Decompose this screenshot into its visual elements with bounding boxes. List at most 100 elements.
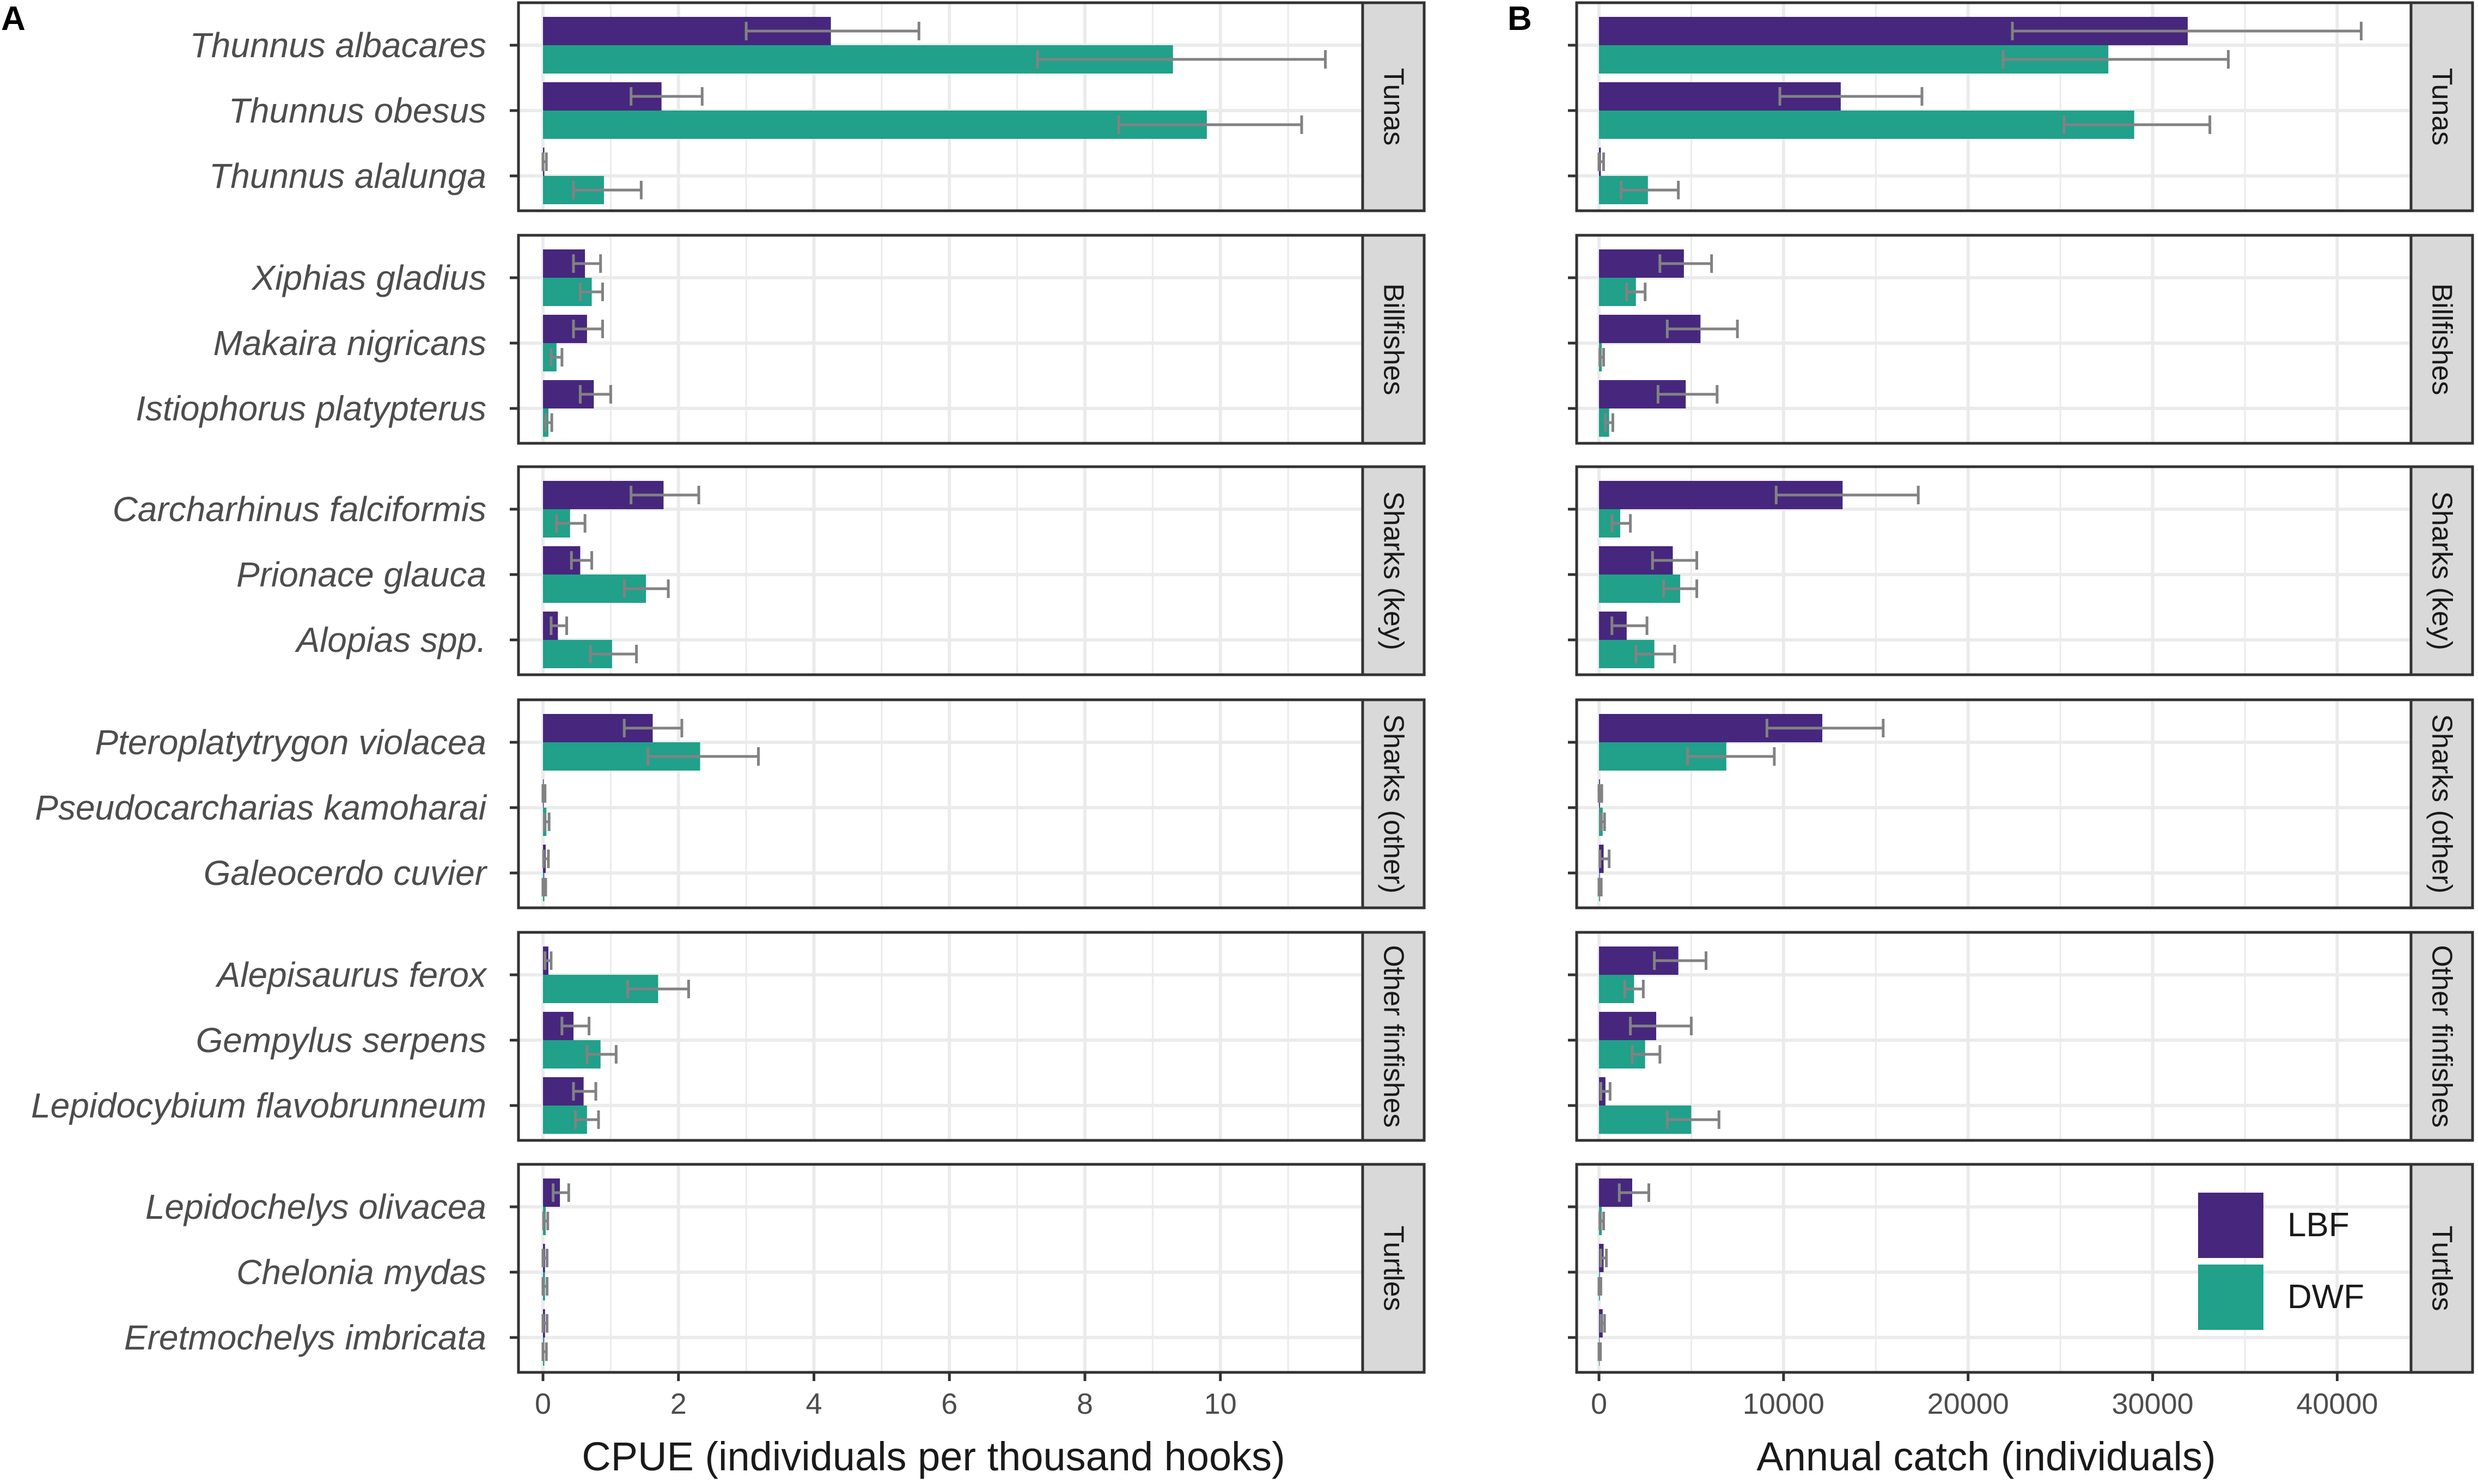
errorbar-a-lepidocybium-flavobrunneum-dwf [574, 1110, 600, 1129]
legend-label-dwf: DWF [2287, 1278, 2364, 1316]
errorbar-a-gempylus-serpens-lbf [560, 1017, 591, 1035]
errorbar-a-carcharhinus-falciformis-lbf [630, 486, 700, 504]
x-tick-label-a-6: 6 [941, 1388, 957, 1420]
errorbar-b-chelonia-mydas-lbf [1599, 1249, 1608, 1267]
facet-background [1577, 1164, 2411, 1372]
errorbar-b-thunnus-alalunga-dwf [1620, 181, 1680, 199]
errorbar-b-pseudocarcharias-kamoharai-dwf [1599, 813, 1606, 831]
errorbar-a-chelonia-mydas-dwf [541, 1277, 548, 1296]
facet-strip-a-sharks-other [1361, 698, 1426, 909]
errorbar-b-chelonia-mydas-dwf [1597, 1277, 1602, 1296]
errorbar-a-thunnus-alalunga-dwf [572, 181, 643, 199]
errorbar-b-gempylus-serpens-dwf [1631, 1045, 1662, 1064]
legend-key-lbf [2198, 1193, 2263, 1258]
errorbar-b-galeocerdo-cuvier-lbf [1598, 850, 1611, 868]
errorbar-a-eretmochelys-imbricata-lbf [541, 1314, 548, 1333]
label-layer: Thunnus albacares Thunnus obesus Thunnus a… [31, 26, 2458, 1420]
legend-label-lbf: LBF [2287, 1206, 2349, 1244]
species-label-istiophorus-platypterus: Istiophorus platypterus [136, 389, 486, 428]
species-label-alepisaurus-ferox: Alepisaurus ferox [215, 955, 487, 994]
errorbar-b-thunnus-albacares-lbf [2011, 22, 2363, 40]
facet-strip-b-sharks-other [2409, 698, 2474, 909]
errorbar-a-alopias-spp-lbf [550, 616, 569, 635]
errorbar-b-pteroplatytrygon-violacea-dwf [1686, 747, 1776, 766]
errorbar-b-lepidocybium-flavobrunneum-lbf [1599, 1082, 1612, 1101]
species-label-prionace-glauca: Prionace glauca [236, 555, 486, 594]
errorbar-a-eretmochelys-imbricata-dwf [541, 1342, 548, 1361]
errorbar-a-pteroplatytrygon-violacea-lbf [622, 719, 683, 737]
errorbar-b-thunnus-alalunga-lbf [1597, 152, 1605, 171]
errorbar-b-prionace-glauca-dwf [1662, 579, 1699, 598]
errorbar-b-pteroplatytrygon-violacea-lbf [1765, 719, 1885, 737]
errorbar-a-pteroplatytrygon-violacea-dwf [646, 747, 760, 766]
x-tick-label-a-8: 8 [1077, 1388, 1093, 1420]
errorbar-a-alepisaurus-ferox-lbf [544, 951, 553, 970]
x-tick-label-a-10: 10 [1204, 1388, 1237, 1420]
errorbar-a-alopias-spp-dwf [589, 645, 638, 663]
species-label-chelonia-mydas: Chelonia mydas [236, 1253, 486, 1292]
errorbar-a-thunnus-obesus-lbf [630, 87, 704, 106]
errorbar-b-alepisaurus-ferox-lbf [1653, 951, 1708, 970]
errorbar-b-xiphias-gladius-dwf [1625, 283, 1647, 301]
facet-strip-a-other-finfishes [1361, 931, 1426, 1142]
errorbar-b-lepidochelys-olivacea-lbf [1618, 1183, 1650, 1202]
errorbar-a-chelonia-mydas-lbf [541, 1249, 548, 1267]
facet-strip-label-b-turtles: Turtles [2426, 1226, 2458, 1311]
errorbar-a-thunnus-albacares-lbf [744, 22, 920, 40]
panel-letter-a: A [1, 0, 26, 38]
facet-strip-label-b-tunas: Tunas [2426, 68, 2458, 146]
facet-strip-label-a-turtles: Turtles [1378, 1226, 1409, 1311]
errorbar-a-thunnus-albacares-dwf [1036, 50, 1327, 69]
facet-strip-label-b-billfishes: Billfishes [2426, 283, 2458, 395]
bar-b-thunnus-obesus-dwf [1599, 111, 2134, 139]
errorbar-a-thunnus-obesus-dwf [1117, 115, 1303, 134]
errorbar-a-istiophorus-platypterus-dwf [544, 413, 553, 432]
mark-layer [541, 17, 2363, 1366]
errorbar-a-gempylus-serpens-dwf [585, 1045, 618, 1064]
errorbar-b-lepidochelys-olivacea-dwf [1598, 1212, 1605, 1230]
errorbar-a-pseudocarcharias-kamoharai-lbf [541, 784, 547, 803]
errorbar-b-eretmochelys-imbricata-dwf [1597, 1342, 1602, 1361]
facet-strip-a-sharks-key [1361, 465, 1426, 676]
errorbar-a-xiphias-gladius-lbf [572, 254, 602, 273]
facet-strip-label-b-other-finfishes: Other finfishes [2426, 945, 2458, 1127]
species-label-gempylus-serpens: Gempylus serpens [196, 1021, 486, 1060]
species-label-eretmochelys-imbricata: Eretmochelys imbricata [124, 1318, 486, 1357]
species-label-makaira-nigricans: Makaira nigricans [213, 323, 486, 363]
errorbar-b-xiphias-gladius-lbf [1658, 254, 1713, 273]
frame-layer [510, 1, 2474, 1381]
x-tick-label-a-0: 0 [535, 1388, 551, 1420]
errorbar-b-eretmochelys-imbricata-lbf [1599, 1314, 1606, 1333]
errorbar-a-carcharhinus-falciformis-dwf [555, 514, 587, 533]
species-label-pteroplatytrygon-violacea: Pteroplatytrygon violacea [95, 723, 486, 762]
errorbar-a-thunnus-alalunga-lbf [541, 152, 548, 171]
errorbar-a-prionace-glauca-dwf [622, 579, 670, 598]
errorbar-b-gempylus-serpens-lbf [1629, 1017, 1693, 1035]
errorbar-b-galeocerdo-cuvier-dwf [1597, 878, 1603, 896]
x-tick-label-a-4: 4 [805, 1388, 822, 1420]
errorbar-a-lepidochelys-olivacea-dwf [542, 1212, 550, 1230]
facet-background [518, 932, 1363, 1140]
x-tick-label-b-30000: 30000 [2112, 1388, 2194, 1420]
errorbar-a-alepisaurus-ferox-dwf [626, 980, 690, 998]
species-label-lepidochelys-olivacea: Lepidochelys olivacea [145, 1187, 486, 1226]
legend-key-dwf [2198, 1265, 2263, 1330]
x-tick-label-b-20000: 20000 [1927, 1388, 2009, 1420]
errorbar-b-pseudocarcharias-kamoharai-lbf [1597, 784, 1603, 803]
facet-background [1577, 235, 2411, 443]
errorbar-b-thunnus-obesus-dwf [2062, 115, 2212, 134]
species-label-pseudocarcharias-kamoharai: Pseudocarcharias kamoharai [35, 788, 487, 827]
species-label-thunnus-alalunga: Thunnus alalunga [209, 156, 486, 196]
x-axis-title-a: CPUE (individuals per thousand hooks) [582, 1434, 1285, 1479]
legend: LBF DWF [2198, 1193, 2364, 1330]
errorbar-b-istiophorus-platypterus-lbf [1656, 385, 1719, 404]
errorbar-b-alopias-spp-dwf [1634, 645, 1676, 663]
facet-strip-b-other-finfishes [2409, 931, 2474, 1142]
facet-strip-b-turtles [2409, 1163, 2474, 1374]
x-tick-label-b-40000: 40000 [2296, 1388, 2378, 1420]
errorbar-b-prionace-glauca-lbf [1651, 551, 1699, 570]
facet-background [1577, 932, 2411, 1140]
grid-layer [518, 3, 2411, 1372]
errorbar-b-carcharhinus-falciformis-lbf [1774, 486, 1920, 504]
